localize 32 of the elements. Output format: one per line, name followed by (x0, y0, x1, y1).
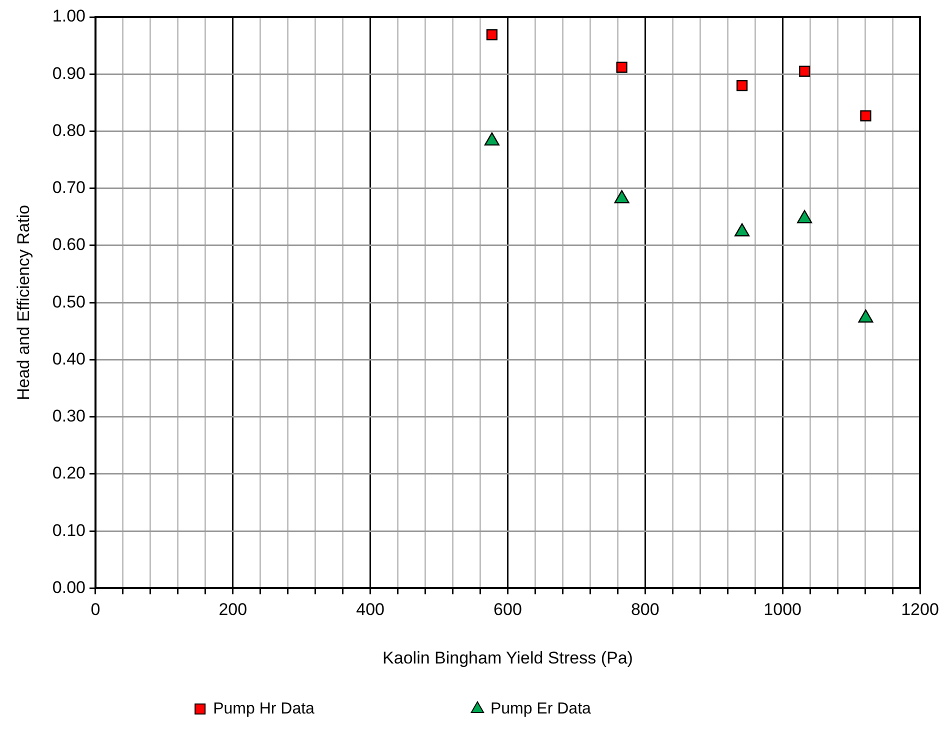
y-tick-label: 0.40 (52, 349, 86, 368)
point (614, 190, 630, 204)
y-tick-label: 0.60 (52, 235, 86, 254)
y-tick-label: 0.90 (52, 64, 86, 83)
x-tick-label: 1000 (764, 600, 802, 620)
x-tick-label: 600 (494, 600, 522, 620)
y-tick-label: 0.50 (52, 292, 86, 312)
x-tick-label: 800 (630, 600, 660, 620)
point (736, 80, 748, 92)
point (799, 66, 810, 77)
y-tick-label: 1.00 (52, 6, 86, 26)
point (486, 29, 498, 40)
point (734, 223, 750, 236)
x-tick-label: 400 (356, 600, 385, 620)
y-tick-label: 0.10 (52, 520, 86, 540)
x-axis-title: Kaolin Bingham Yield Stress (Pa) (382, 648, 633, 668)
x-tick-label: 200 (218, 600, 248, 620)
legend-label: Pump Hr Data (213, 700, 458, 718)
y-tick-label: 0.20 (52, 464, 86, 483)
point (860, 110, 872, 122)
point (484, 132, 500, 146)
x-tick-label: 1200 (901, 600, 939, 620)
legend-label: Pump Er Data (490, 700, 735, 718)
y-tick-label: 0.00 (52, 578, 86, 597)
point (797, 210, 812, 224)
y-axis-title: Head and Efficiency Ratio (14, 204, 33, 400)
y-tick-label: 0.30 (52, 406, 86, 426)
y-tick-label: 0.80 (52, 120, 86, 140)
y-tick-label: 0.70 (52, 178, 86, 198)
point (858, 309, 874, 323)
point (616, 62, 628, 73)
x-tick-label: 0 (90, 600, 100, 620)
